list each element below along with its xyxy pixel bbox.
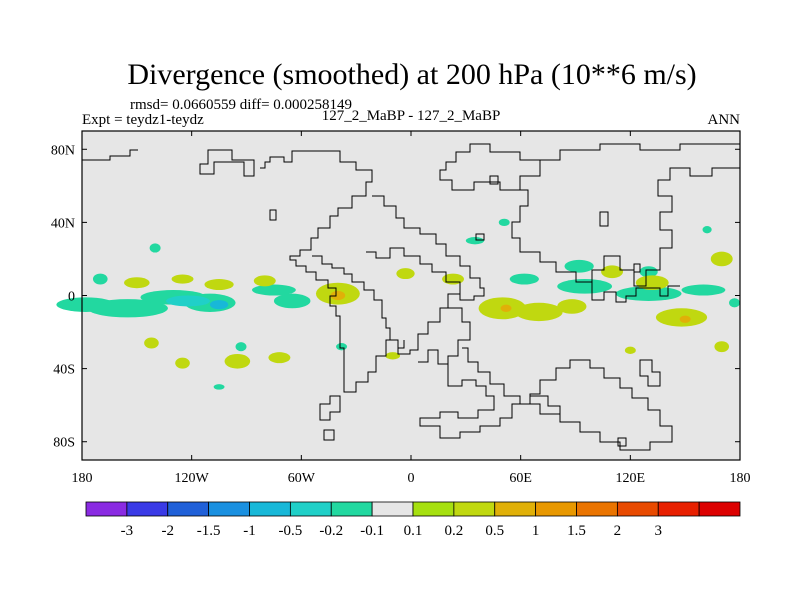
divergence-blob <box>515 302 563 322</box>
divergence-blob <box>253 275 276 287</box>
divergence-blob <box>224 353 251 369</box>
colorbar-swatch <box>208 501 250 517</box>
x-tick-label: 120E <box>616 471 646 486</box>
divergence-blob <box>273 293 311 309</box>
divergence-blob <box>268 352 291 364</box>
colorbar-label: 0.2 <box>445 523 464 539</box>
season-label: ANN <box>708 112 741 128</box>
x-tick-label: 60E <box>509 471 532 486</box>
colorbar-swatch <box>371 501 414 517</box>
x-tick-label: 0 <box>408 471 415 486</box>
y-tick-label: 0 <box>68 290 75 305</box>
colorbar-swatch <box>453 501 496 517</box>
divergence-blob <box>729 298 740 308</box>
plot-area <box>56 130 741 461</box>
divergence-blob <box>330 290 346 301</box>
chart-title: Divergence (smoothed) at 200 hPa (10**6 … <box>127 58 696 91</box>
divergence-blob <box>209 300 229 310</box>
colorbar: -3 -2 -1.5 -1 -0.5 -0.2 -0.1 0.1 0.2 0.5 1 1.5 2 3 <box>85 501 741 539</box>
colorbar-swatch <box>330 501 373 517</box>
divergence-blob <box>251 284 296 296</box>
divergence-blob <box>166 295 210 307</box>
x-tick-label: 180 <box>72 471 93 486</box>
divergence-blob <box>144 337 159 349</box>
divergence-blob <box>235 342 247 352</box>
y-tick-label: 40S <box>53 363 75 378</box>
divergence-blob <box>624 346 636 354</box>
divergence-blob <box>149 243 161 253</box>
y-tick-label: 40N <box>51 216 75 231</box>
x-axis: 180 120W 60W 0 60E 120E 180 <box>72 131 751 486</box>
divergence-contours <box>56 218 740 390</box>
y-tick-label: 80N <box>51 143 75 158</box>
y-axis: 80N 40N 0 40S 80S <box>51 143 740 451</box>
colorbar-swatch <box>616 501 659 517</box>
divergence-blob <box>171 274 194 284</box>
divergence-blob <box>557 279 613 294</box>
divergence-blob <box>702 226 712 234</box>
colorbar-label: 2 <box>614 523 622 539</box>
expt-label: Expt = teydz1-teydz <box>82 112 204 128</box>
divergence-blob <box>681 284 726 296</box>
colorbar-swatch <box>167 501 210 517</box>
colorbar-label: 1 <box>532 523 540 539</box>
colorbar-swatch <box>535 501 577 517</box>
colorbar-swatch <box>657 501 700 517</box>
colorbar-label: -0.2 <box>319 523 343 539</box>
divergence-blob <box>87 299 168 318</box>
divergence-blob <box>92 273 108 285</box>
divergence-blob <box>615 286 682 301</box>
colorbar-label: -3 <box>121 523 134 539</box>
x-tick-label: 180 <box>730 471 751 486</box>
divergence-blob <box>679 315 691 323</box>
colorbar-swatch <box>249 501 291 517</box>
colorbar-label: -1 <box>243 523 256 539</box>
colorbar-label: 0.1 <box>404 523 423 539</box>
colorbar-label: 0.5 <box>485 523 504 539</box>
colorbar-label: 1.5 <box>567 523 586 539</box>
colorbar-swatch <box>85 501 128 517</box>
divergence-blob <box>710 251 733 267</box>
colorbar-swatch <box>126 501 169 517</box>
colorbar-label: 3 <box>655 523 663 539</box>
divergence-blob <box>213 384 225 390</box>
colorbar-label: -1.5 <box>197 523 221 539</box>
coastline <box>82 143 740 451</box>
divergence-blob <box>564 259 594 273</box>
divergence-blob <box>396 268 415 280</box>
colorbar-swatch <box>289 501 332 517</box>
divergence-blob <box>500 304 512 312</box>
case-label: 127_2_MaBP - 127_2_MaBP <box>322 108 501 124</box>
divergence-blob <box>639 266 658 278</box>
divergence-blob <box>442 273 465 285</box>
divergence-blob <box>385 352 401 360</box>
divergence-blob <box>336 343 348 351</box>
divergence-blob <box>465 237 485 245</box>
y-tick-label: 80S <box>53 436 75 451</box>
divergence-blob <box>124 277 150 289</box>
colorbar-swatch <box>576 501 618 517</box>
x-tick-label: 60W <box>288 471 316 486</box>
colorbar-label: -0.1 <box>360 523 384 539</box>
divergence-blob <box>204 279 234 291</box>
divergence-blob <box>714 341 730 353</box>
divergence-blob <box>557 299 587 314</box>
colorbar-label: -2 <box>162 523 175 539</box>
colorbar-swatch <box>494 501 537 517</box>
stats-label: rmsd= 0.0660559 diff= 0.000258149 <box>130 97 352 113</box>
divergence-blob <box>175 357 190 369</box>
colorbar-swatch <box>698 501 741 517</box>
colorbar-swatch <box>412 501 455 517</box>
x-tick-label: 120W <box>175 471 210 486</box>
colorbar-label: -0.5 <box>279 523 303 539</box>
divergence-blob <box>601 265 624 279</box>
divergence-blob <box>509 273 539 285</box>
divergence-blob <box>498 218 510 227</box>
